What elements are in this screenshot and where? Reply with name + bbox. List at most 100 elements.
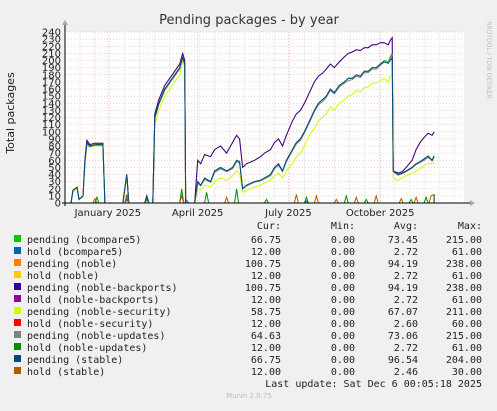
y-tick-label: 70 [48,149,61,160]
legend-value-min: 0.00 [331,283,355,294]
legend-value-min: 0.00 [331,343,355,354]
legend-value-max: 60.00 [452,319,482,330]
legend-series-name: hold (noble-backports) [27,295,159,306]
legend-swatch [14,331,21,338]
legend-series-name: hold (noble-security) [27,319,153,330]
legend-value-min: 0.00 [331,367,355,378]
legend-swatch [14,295,21,302]
x-tick-label: July 2025 [264,208,312,219]
legend-value-min: 0.00 [331,247,355,258]
legend-value-cur: 100.75 [245,259,281,270]
legend-value-max: 215.00 [446,235,482,246]
legend-header-max: Max: [458,221,482,232]
legend-header-avg: Avg: [394,221,418,232]
series-line [65,198,435,204]
x-axis-arrow [470,200,475,206]
legend-series-name: pending (noble-backports) [27,283,178,294]
legend-value-avg: 2.60 [394,319,418,330]
y-tick-label: 150 [42,92,61,103]
chart-title: Pending packages - by year [159,13,339,28]
legend-value-avg: 2.72 [394,247,418,258]
y-tick-label: 140 [42,99,61,110]
legend-swatch [14,247,21,254]
legend: Cur: Min: Avg: Max: pending (bcompare5) 66.75… [14,221,482,390]
y-tick-label: 240 [42,28,61,39]
y-tick-label: 210 [42,49,61,60]
legend-value-avg: 96.54 [388,355,418,366]
series-line [65,56,435,204]
legend-value-cur: 12.00 [251,319,281,330]
legend-value-avg: 73.06 [388,331,418,342]
legend-value-cur: 64.63 [251,331,281,342]
y-axis-label: Total packages [4,72,17,155]
y-tick-label: 10 [48,191,61,202]
legend-swatch [14,319,21,326]
legend-value-cur: 12.00 [251,247,281,258]
y-tick-label: 30 [48,177,61,188]
y-tick-label: 220 [42,42,61,53]
legend-value-avg: 2.72 [394,295,418,306]
legend-series-name: pending (noble-updates) [27,331,165,342]
legend-value-cur: 58.75 [251,307,281,318]
legend-value-avg: 2.72 [394,343,418,354]
legend-value-min: 0.00 [331,307,355,318]
y-tick-label: 160 [42,85,61,96]
y-tick-label: 40 [48,170,61,181]
munin-version: Munin 2.0.75 [226,392,272,400]
legend-value-max: 211.00 [446,307,482,318]
legend-value-cur: 12.00 [251,343,281,354]
legend-series-name: pending (noble) [27,259,117,270]
legend-header-min: Min: [331,221,355,232]
y-tick-label: 80 [48,142,61,153]
y-axis-arrow [62,20,68,25]
legend-value-avg: 94.19 [388,259,418,270]
legend-swatch [14,235,21,242]
legend-value-min: 0.00 [331,235,355,246]
legend-swatch [14,343,21,350]
legend-value-max: 61.00 [452,271,482,282]
legend-value-cur: 66.75 [251,235,281,246]
legend-value-min: 0.00 [331,271,355,282]
legend-value-avg: 2.46 [394,367,418,378]
legend-swatch [14,259,21,266]
legend-value-avg: 73.45 [388,235,418,246]
legend-value-max: 61.00 [452,247,482,258]
legend-series-name: hold (noble-updates) [27,343,147,354]
legend-header-cur: Cur: [257,221,281,232]
legend-value-max: 238.00 [446,259,482,270]
x-tick-label: April 2025 [172,208,223,219]
x-tick-label: January 2025 [74,208,142,219]
legend-series-name: pending (noble-security) [27,307,172,318]
legend-swatch [14,283,21,290]
legend-swatch [14,271,21,278]
legend-value-avg: 67.07 [388,307,418,318]
legend-value-max: 238.00 [446,283,482,294]
y-tick-label: 20 [48,184,61,195]
legend-series-name: pending (stable) [27,355,123,366]
legend-value-min: 0.00 [331,295,355,306]
legend-value-avg: 2.72 [394,271,418,282]
y-tick-label: 110 [42,120,61,131]
y-tick-label: 130 [42,106,61,117]
legend-series-name: pending (bcompare5) [27,235,141,246]
x-tick-label: October 2025 [346,208,415,219]
y-tick-label: 180 [42,70,61,81]
y-tick-label: 190 [42,63,61,74]
legend-value-max: 61.00 [452,343,482,354]
legend-value-min: 0.00 [331,355,355,366]
legend-value-cur: 66.75 [251,355,281,366]
legend-value-max: 204.00 [446,355,482,366]
y-tick-label: 50 [48,163,61,174]
legend-value-max: 30.00 [452,367,482,378]
y-tick-label: 0 [55,199,61,210]
legend-value-avg: 94.19 [388,283,418,294]
y-tick-label: 170 [42,77,61,88]
legend-value-cur: 100.75 [245,283,281,294]
legend-value-cur: 12.00 [251,295,281,306]
legend-value-max: 215.00 [446,331,482,342]
y-tick-label: 100 [42,127,61,138]
legend-value-cur: 12.00 [251,367,281,378]
legend-value-min: 0.00 [331,259,355,270]
rrdtool-credit: RRDTOOL / TOBI OETIKER [485,21,492,98]
